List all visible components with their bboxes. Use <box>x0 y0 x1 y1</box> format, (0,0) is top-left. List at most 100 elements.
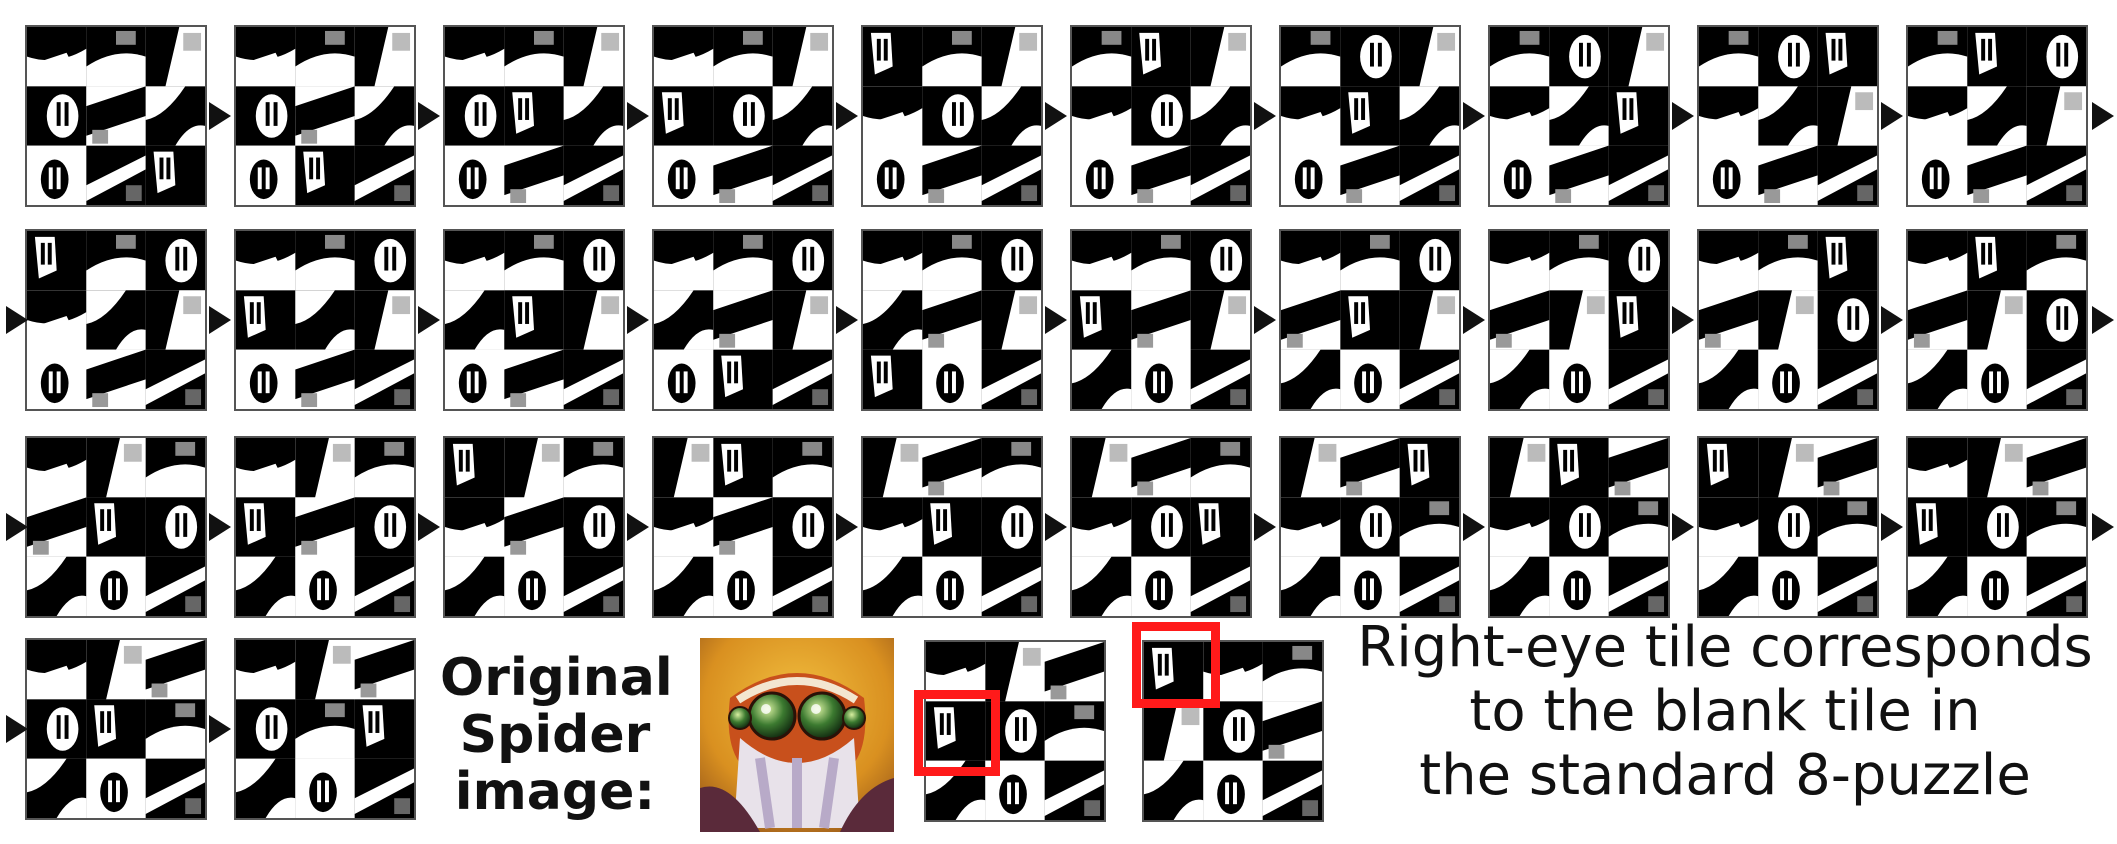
puzzle-tile <box>504 27 564 87</box>
puzzle-tile <box>1908 27 1968 87</box>
puzzle-tile <box>1144 701 1204 761</box>
puzzle-tile <box>1549 349 1609 409</box>
puzzle-tile <box>504 290 564 350</box>
puzzle-tile <box>772 497 832 557</box>
puzzle-state-frame <box>1906 229 2088 411</box>
puzzle-tile <box>445 86 505 146</box>
puzzle-tile <box>1549 438 1609 498</box>
puzzle-tile <box>504 556 564 616</box>
puzzle-tile <box>654 497 714 557</box>
puzzle-state-frame <box>25 229 207 411</box>
puzzle-tile <box>145 86 205 146</box>
puzzle-tile <box>713 145 773 205</box>
next-arrow-icon <box>418 306 440 334</box>
puzzle-tile <box>1967 290 2027 350</box>
puzzle-tile <box>1699 349 1759 409</box>
puzzle-tile <box>27 86 87 146</box>
puzzle-tile <box>1908 231 1968 291</box>
puzzle-tile <box>1608 290 1668 350</box>
puzzle-tile <box>1490 86 1550 146</box>
puzzle-tile <box>295 290 355 350</box>
puzzle-tile <box>1072 497 1132 557</box>
puzzle-tile <box>1399 438 1459 498</box>
puzzle-tile <box>654 556 714 616</box>
puzzle-state-frame <box>443 25 625 207</box>
puzzle-tile <box>1190 556 1250 616</box>
puzzle-tile <box>86 231 146 291</box>
puzzle-tile <box>354 231 414 291</box>
puzzle-tile <box>713 231 773 291</box>
caption-line: to the blank tile in <box>1469 679 1981 744</box>
puzzle-tile <box>145 556 205 616</box>
puzzle-tile <box>145 349 205 409</box>
puzzle-tile <box>1281 349 1341 409</box>
puzzle-tile <box>1908 497 1968 557</box>
puzzle-tile <box>1549 86 1609 146</box>
puzzle-tile <box>1608 349 1668 409</box>
puzzle-tile <box>863 497 923 557</box>
next-arrow-icon <box>6 306 28 334</box>
puzzle-tile <box>1699 145 1759 205</box>
puzzle-tile <box>1044 701 1104 761</box>
puzzle-tile <box>1131 349 1191 409</box>
puzzle-tile <box>1817 290 1877 350</box>
puzzle-tile <box>1131 231 1191 291</box>
puzzle-tile <box>1131 497 1191 557</box>
puzzle-tile <box>236 86 296 146</box>
puzzle-tile <box>86 438 146 498</box>
puzzle-tile <box>981 556 1041 616</box>
next-arrow-icon <box>1881 102 1903 130</box>
next-arrow-icon <box>836 513 858 541</box>
puzzle-tile <box>1758 145 1818 205</box>
puzzle-tile <box>295 640 355 700</box>
puzzle-tile <box>1072 27 1132 87</box>
puzzle-tile <box>2026 497 2086 557</box>
puzzle-tile <box>1608 86 1668 146</box>
puzzle-tile <box>1608 556 1668 616</box>
next-arrow-icon <box>1463 102 1485 130</box>
puzzle-tile <box>1967 145 2027 205</box>
next-arrow-icon <box>1463 306 1485 334</box>
puzzle-tile <box>27 640 87 700</box>
puzzle-tile <box>922 438 982 498</box>
puzzle-tile <box>1399 497 1459 557</box>
puzzle-tile <box>1758 438 1818 498</box>
next-arrow-icon <box>1254 306 1276 334</box>
puzzle-tile <box>445 231 505 291</box>
next-arrow-icon <box>2092 102 2114 130</box>
puzzle-tile <box>354 145 414 205</box>
puzzle-tile <box>27 349 87 409</box>
puzzle-tile <box>654 27 714 87</box>
puzzle-tile <box>354 290 414 350</box>
puzzle-tile <box>295 556 355 616</box>
puzzle-tile <box>654 231 714 291</box>
puzzle-state-frame <box>234 229 416 411</box>
puzzle-tile <box>1817 145 1877 205</box>
next-arrow-icon <box>1045 102 1067 130</box>
puzzle-tile <box>236 758 296 818</box>
puzzle-tile <box>1144 760 1204 820</box>
puzzle-tile <box>236 27 296 87</box>
puzzle-tile <box>2026 145 2086 205</box>
puzzle-tile <box>1817 27 1877 87</box>
puzzle-tile <box>354 27 414 87</box>
puzzle-tile <box>563 231 623 291</box>
puzzle-tile <box>2026 438 2086 498</box>
next-arrow-icon <box>418 513 440 541</box>
puzzle-state-frame <box>443 229 625 411</box>
spider-photo <box>700 638 894 832</box>
puzzle-tile <box>1817 556 1877 616</box>
next-arrow-icon <box>1254 513 1276 541</box>
puzzle-tile <box>1340 27 1400 87</box>
puzzle-tile <box>1967 86 2027 146</box>
puzzle-tile <box>713 349 773 409</box>
puzzle-tile <box>1281 497 1341 557</box>
next-arrow-icon <box>836 306 858 334</box>
puzzle-tile <box>922 556 982 616</box>
puzzle-tile <box>563 438 623 498</box>
puzzle-tile <box>86 556 146 616</box>
puzzle-tile <box>1967 438 2027 498</box>
puzzle-tile <box>1758 349 1818 409</box>
puzzle-tile <box>563 349 623 409</box>
puzzle-state-frame <box>234 638 416 820</box>
